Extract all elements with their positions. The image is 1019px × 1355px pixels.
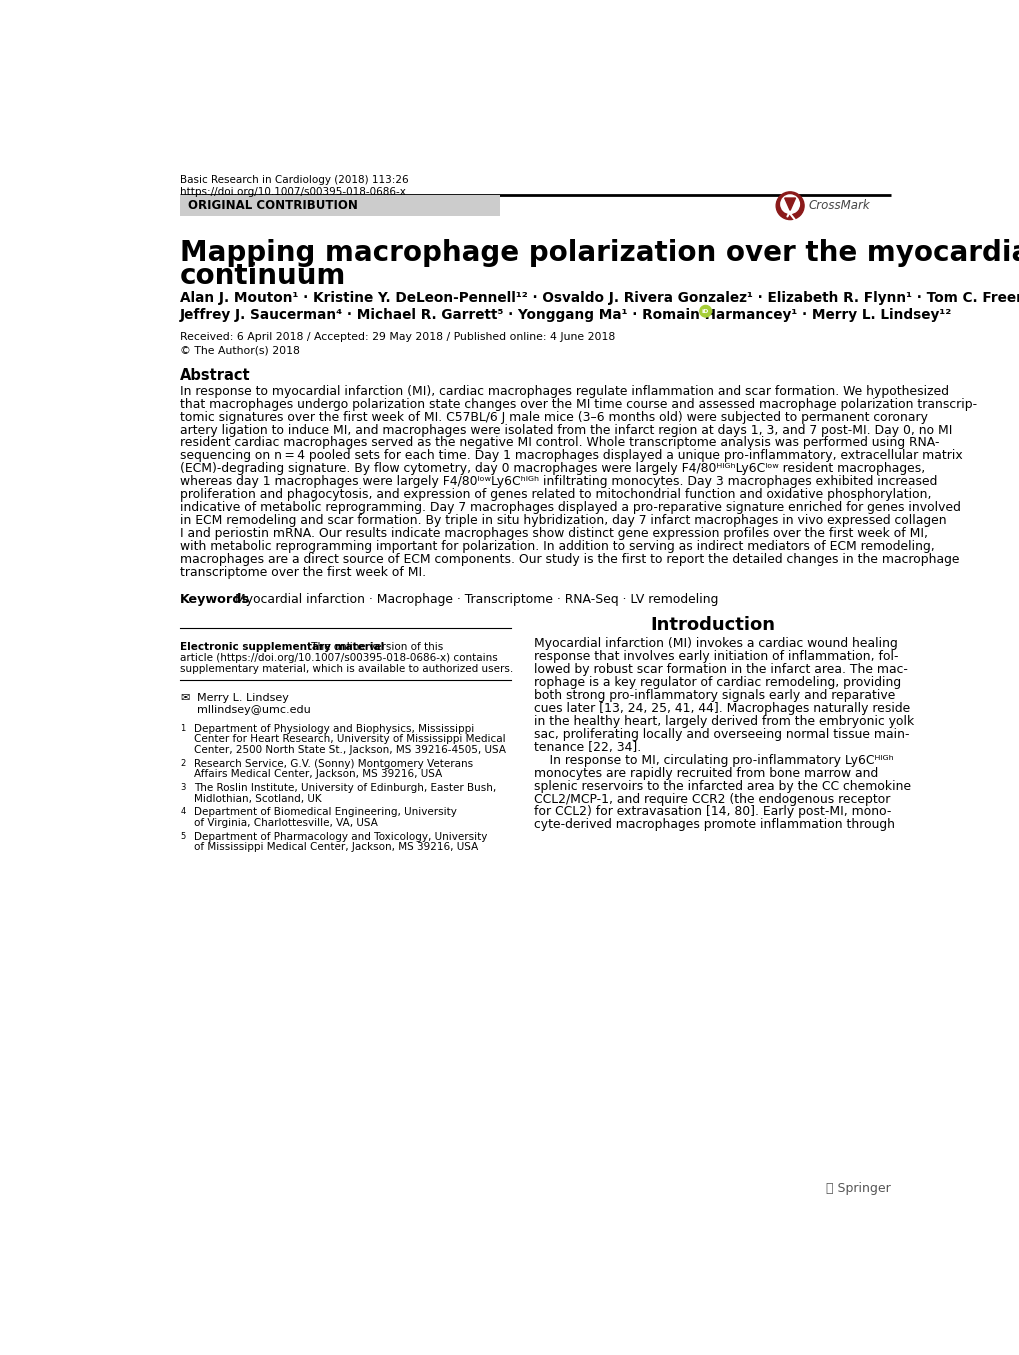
Text: article (https://doi.org/10.1007/s00395-018-0686-x) contains: article (https://doi.org/10.1007/s00395-… [180,653,497,663]
Bar [180,195,499,215]
Text: In response to MI, circulating pro-inflammatory Ly6Cᴴᴵᴳʰ: In response to MI, circulating pro-infla… [534,753,894,767]
Text: monocytes are rapidly recruited from bone marrow and: monocytes are rapidly recruited from bon… [534,767,877,779]
Text: indicative of metabolic reprogramming. Day 7 macrophages displayed a pro-reparat: indicative of metabolic reprogramming. D… [180,501,960,514]
Text: tenance [22, 34].: tenance [22, 34]. [534,741,641,753]
Text: supplementary material, which is available to authorized users.: supplementary material, which is availab… [180,664,513,675]
Text: Merry L. Lindsey: Merry L. Lindsey [197,692,288,703]
Text: tomic signatures over the first week of MI. C57BL/6 J male mice (3–6 months old): tomic signatures over the first week of … [180,411,927,424]
Text: whereas day 1 macrophages were largely F4/80ˡᵒʷLy6Cʰᴵᴳʰ infiltrating monocytes. : whereas day 1 macrophages were largely F… [180,476,936,488]
Text: I and periostin mRNA. Our results indicate macrophages show distinct gene expres: I and periostin mRNA. Our results indica… [180,527,927,541]
Text: Myocardial infarction · Macrophage · Transcriptome · RNA-Seq · LV remodeling: Myocardial infarction · Macrophage · Tra… [235,592,718,606]
Text: Mapping macrophage polarization over the myocardial infarction time: Mapping macrophage polarization over the… [180,240,1019,267]
Text: Affairs Medical Center, Jackson, MS 39216, USA: Affairs Medical Center, Jackson, MS 3921… [194,770,442,779]
Text: 4: 4 [180,808,185,817]
Text: transcriptome over the first week of MI.: transcriptome over the first week of MI. [180,566,426,579]
Text: macrophages are a direct source of ECM components. Our study is the first to rep: macrophages are a direct source of ECM c… [180,553,959,566]
Text: Abstract: Abstract [180,369,251,383]
Text: lowed by robust scar formation in the infarct area. The mac-: lowed by robust scar formation in the in… [534,663,907,676]
Text: cues later [13, 24, 25, 41, 44]. Macrophages naturally reside: cues later [13, 24, 25, 41, 44]. Macroph… [534,702,910,715]
Text: for CCL2) for extravasation [14, 80]. Early post-MI, mono-: for CCL2) for extravasation [14, 80]. Ea… [534,805,891,818]
Text: Center for Heart Research, University of Mississippi Medical: Center for Heart Research, University of… [194,734,505,744]
Text: artery ligation to induce MI, and macrophages were isolated from the infarct reg: artery ligation to induce MI, and macrop… [180,424,952,436]
Text: that macrophages undergo polarization state changes over the MI time course and : that macrophages undergo polarization st… [180,397,976,411]
Text: (ECM)-degrading signature. By flow cytometry, day 0 macrophages were largely F4/: (ECM)-degrading signature. By flow cytom… [180,462,924,476]
Text: of Mississippi Medical Center, Jackson, MS 39216, USA: of Mississippi Medical Center, Jackson, … [194,843,478,852]
Circle shape [699,305,711,317]
Text: Myocardial infarction (MI) invokes a cardiac wound healing: Myocardial infarction (MI) invokes a car… [534,637,898,650]
Text: Jeffrey J. Saucerman⁴ · Michael R. Garrett⁵ · Yonggang Ma¹ · Romain Harmancey¹ ·: Jeffrey J. Saucerman⁴ · Michael R. Garre… [180,308,952,321]
Text: CrossMark: CrossMark [808,199,869,213]
Circle shape [775,192,803,220]
Text: 3: 3 [180,783,185,793]
Text: in the healthy heart, largely derived from the embryonic yolk: in the healthy heart, largely derived fr… [534,715,914,728]
Text: resident cardiac macrophages served as the negative MI control. Whole transcript: resident cardiac macrophages served as t… [180,436,938,450]
Text: splenic reservoirs to the infarcted area by the CC chemokine: splenic reservoirs to the infarcted area… [534,779,911,793]
Text: Department of Pharmacology and Toxicology, University: Department of Pharmacology and Toxicolog… [194,832,487,841]
Text: with metabolic reprogramming important for polarization. In addition to serving : with metabolic reprogramming important f… [180,541,934,553]
Text: sac, proliferating locally and overseeing normal tissue main-: sac, proliferating locally and overseein… [534,728,909,741]
Text: Received: 6 April 2018 / Accepted: 29 May 2018 / Published online: 4 June 2018: Received: 6 April 2018 / Accepted: 29 Ma… [180,332,614,343]
Text: Electronic supplementary material: Electronic supplementary material [180,641,384,652]
Polygon shape [784,198,795,210]
Text: Midlothian, Scotland, UK: Midlothian, Scotland, UK [194,794,321,804]
Text: continuum: continuum [180,262,346,290]
Circle shape [781,195,799,214]
Text: © The Author(s) 2018: © The Author(s) 2018 [180,346,300,355]
Text: Department of Physiology and Biophysics, Mississippi: Department of Physiology and Biophysics,… [194,724,474,734]
Text: ✉: ✉ [180,692,190,703]
Text: mllindsey@umc.edu: mllindsey@umc.edu [197,705,311,714]
Text: rophage is a key regulator of cardiac remodeling, providing: rophage is a key regulator of cardiac re… [534,676,901,690]
Text: both strong pro-inflammatory signals early and reparative: both strong pro-inflammatory signals ear… [534,690,895,702]
Text: Introduction: Introduction [649,615,774,634]
Text: Basic Research in Cardiology (2018) 113:26: Basic Research in Cardiology (2018) 113:… [180,175,409,184]
Text: Center, 2500 North State St., Jackson, MS 39216-4505, USA: Center, 2500 North State St., Jackson, M… [194,745,505,755]
Text: Keywords: Keywords [180,592,250,606]
Text: https://doi.org/10.1007/s00395-018-0686-x: https://doi.org/10.1007/s00395-018-0686-… [180,187,406,198]
Text: In response to myocardial infarction (MI), cardiac macrophages regulate inflamma: In response to myocardial infarction (MI… [180,385,949,398]
Text: Department of Biomedical Engineering, University: Department of Biomedical Engineering, Un… [194,808,457,817]
Text: sequencing on n = 4 pooled sets for each time. Day 1 macrophages displayed a uni: sequencing on n = 4 pooled sets for each… [180,450,962,462]
Text: response that involves early initiation of inflammation, fol-: response that involves early initiation … [534,650,898,663]
Text: ⓒ Springer: ⓒ Springer [825,1182,890,1195]
Text: 5: 5 [180,832,185,841]
Text: Alan J. Mouton¹ · Kristine Y. DeLeon-Pennell¹² · Osvaldo J. Rivera Gonzalez¹ · E: Alan J. Mouton¹ · Kristine Y. DeLeon-Pen… [180,291,1019,305]
Text: Research Service, G.V. (Sonny) Montgomery Veterans: Research Service, G.V. (Sonny) Montgomer… [194,759,473,768]
Text: iD: iD [701,309,708,314]
Text: ORIGINAL CONTRIBUTION: ORIGINAL CONTRIBUTION [187,199,358,213]
Text: The Roslin Institute, University of Edinburgh, Easter Bush,: The Roslin Institute, University of Edin… [194,783,496,793]
Text: 2: 2 [180,759,185,768]
Text: The online version of this: The online version of this [308,641,443,652]
Text: of Virginia, Charlottesville, VA, USA: of Virginia, Charlottesville, VA, USA [194,818,378,828]
Text: 1: 1 [180,724,185,733]
Text: proliferation and phagocytosis, and expression of genes related to mitochondrial: proliferation and phagocytosis, and expr… [180,488,930,501]
Text: CCL2/MCP-1, and require CCR2 (the endogenous receptor: CCL2/MCP-1, and require CCR2 (the endoge… [534,793,890,805]
Text: in ECM remodeling and scar formation. By triple in situ hybridization, day 7 inf: in ECM remodeling and scar formation. By… [180,514,946,527]
Text: cyte-derived macrophages promote inflammation through: cyte-derived macrophages promote inflamm… [534,818,895,832]
